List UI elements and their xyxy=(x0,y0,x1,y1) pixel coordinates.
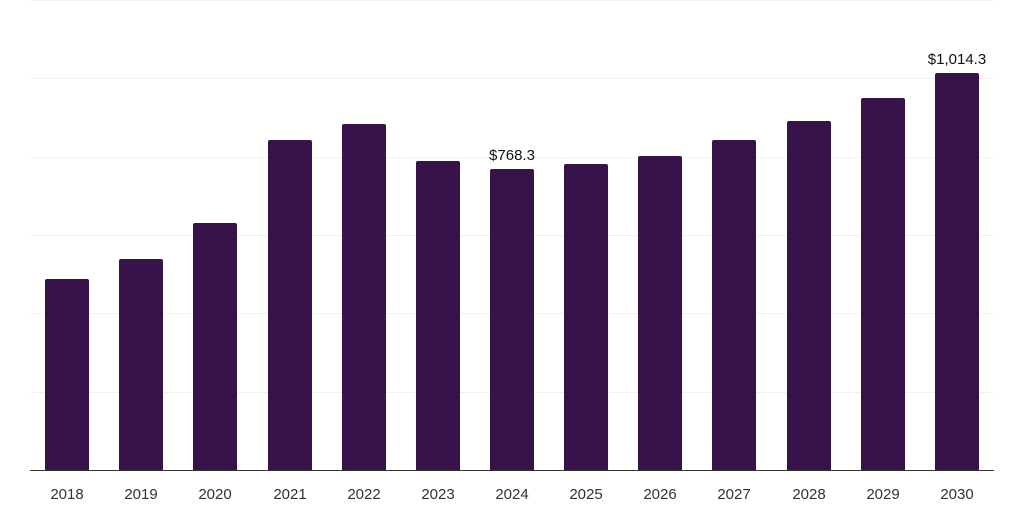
bar-2019[interactable] xyxy=(119,259,163,470)
data-label-2030: $1,014.3 xyxy=(927,51,987,68)
bar-2024[interactable] xyxy=(490,169,534,470)
x-tick-label: 2027 xyxy=(717,486,751,503)
x-tick-label: 2030 xyxy=(940,486,974,503)
x-tick-label: 2029 xyxy=(866,486,900,503)
bar-2021[interactable] xyxy=(268,140,312,470)
x-tick-label: 2023 xyxy=(421,486,455,503)
bar-2028[interactable] xyxy=(787,121,831,470)
bar-2023[interactable] xyxy=(416,161,460,470)
bar-2025[interactable] xyxy=(564,164,608,470)
bar-2030[interactable] xyxy=(935,73,979,470)
x-tick-label: 2018 xyxy=(50,486,84,503)
x-tick-label: 2022 xyxy=(347,486,381,503)
x-tick-label: 2025 xyxy=(569,486,603,503)
x-tick-label: 2024 xyxy=(495,486,529,503)
x-axis-line xyxy=(30,470,994,471)
bar-2018[interactable] xyxy=(45,279,89,470)
x-tick-label: 2020 xyxy=(198,486,232,503)
bar-2022[interactable] xyxy=(342,124,386,470)
bar-2020[interactable] xyxy=(193,223,237,470)
gridline xyxy=(30,78,994,79)
x-tick-label: 2019 xyxy=(124,486,158,503)
bar-2026[interactable] xyxy=(638,156,682,470)
data-label-2024: $768.3 xyxy=(489,147,535,164)
bar-2027[interactable] xyxy=(712,140,756,470)
gridline xyxy=(30,0,994,1)
x-tick-label: 2026 xyxy=(643,486,677,503)
x-tick-label: 2021 xyxy=(273,486,307,503)
gridline xyxy=(30,157,994,158)
x-tick-label: 2028 xyxy=(792,486,826,503)
bar-2029[interactable] xyxy=(861,98,905,470)
